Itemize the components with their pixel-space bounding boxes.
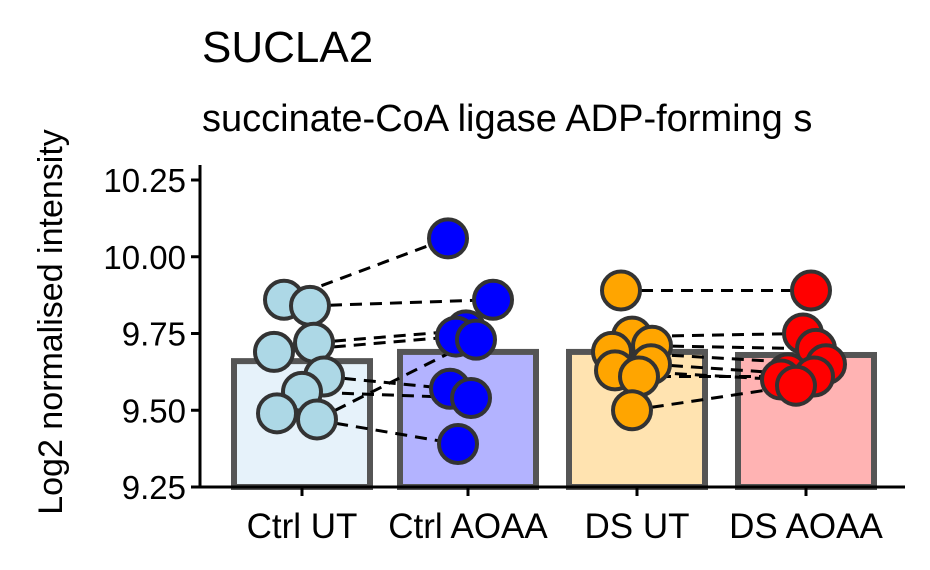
pair-line-1-4: [650, 362, 789, 375]
point-1-6: [437, 423, 479, 466]
y-tick-label-0: 9.25: [122, 469, 186, 506]
point-0-3: [253, 330, 295, 373]
pair-line-1-3: [611, 350, 827, 366]
bar-1: [397, 348, 539, 491]
pair-line-1-2: [651, 344, 817, 351]
x-tick-label-1: Ctrl AOAA: [388, 507, 548, 546]
point-0-1: [289, 284, 331, 327]
point-1-7: [455, 318, 497, 361]
y-tick-label-2: 9.75: [122, 316, 186, 353]
x-tick-label-0: Ctrl UT: [247, 507, 358, 546]
point-2-6: [618, 355, 660, 398]
x-tick-label-2: DS UT: [585, 507, 690, 546]
pair-line-1-7: [631, 384, 797, 412]
y-tick-label-1: 9.50: [122, 392, 186, 429]
point-1-5: [450, 376, 492, 419]
point-2-7: [611, 389, 653, 432]
pair-line-0-4: [323, 374, 451, 391]
point-2-0: [600, 269, 642, 312]
point-1-1: [472, 278, 514, 321]
point-3-7: [775, 364, 817, 407]
x-tick-label-3: DS AOAA: [729, 507, 883, 546]
axes-layer: 9.25 9.50 9.75 10.00 10.25 Ctrl UT Ctrl AOAA DS…: [103, 162, 905, 546]
point-0-7: [296, 398, 338, 441]
points-layer: [253, 217, 847, 466]
y-tick-label-3: 10.00: [103, 239, 186, 276]
chart-subtitle: succinate-CoA ligase ADP-forming s: [202, 98, 812, 140]
y-axis-label: Log2 normalised intensity: [32, 129, 70, 515]
point-3-0: [790, 269, 832, 312]
chart-title: SUCLA2: [202, 23, 373, 72]
y-tick-label-4: 10.25: [103, 162, 186, 199]
point-1-0: [427, 217, 469, 260]
pair-line-0-1: [309, 298, 494, 308]
point-0-6: [256, 392, 298, 435]
